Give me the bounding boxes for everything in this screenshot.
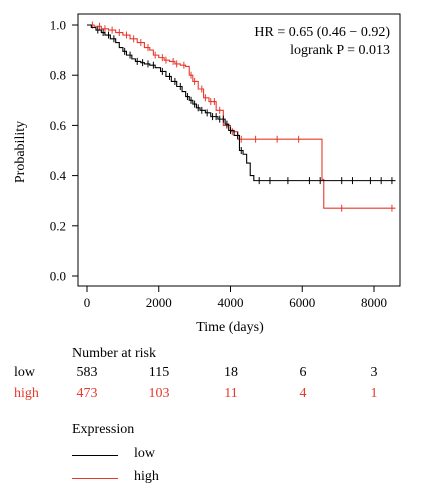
risk-cell-low-6000: 6 — [299, 365, 307, 380]
legend-item-high: high — [72, 469, 232, 487]
legend-swatch-high — [72, 478, 118, 479]
risk-cell-low-0: 583 — [76, 365, 98, 380]
y-tick-label-0: 0.0 — [50, 269, 66, 284]
risk-cell-high-4000: 11 — [224, 386, 238, 401]
y-axis: 0.0 0.2 0.4 0.6 0.8 1.0 — [50, 18, 78, 284]
risk-cell-high-8000: 1 — [370, 386, 378, 401]
risk-cell-low-2000: 115 — [148, 365, 170, 380]
risk-table-title: Number at risk — [72, 346, 156, 361]
legend-title: Expression — [72, 422, 135, 437]
plot-area-frame — [77, 13, 401, 287]
risk-row-label-low: low — [14, 365, 35, 380]
logrank-annotation: logrank P = 0.013 — [290, 43, 390, 58]
y-tick-label-1: 1.0 — [50, 18, 66, 33]
curve-layer — [87, 21, 396, 212]
x-tick-label-4000: 4000 — [218, 295, 244, 310]
survival-chart: 0 2000 4000 6000 8000 0.0 0.2 0.4 0.6 0.8 1.0 HR … — [13, 13, 401, 335]
legend: Expression low high — [0, 418, 424, 498]
x-tick-label-0: 0 — [84, 295, 91, 310]
x-axis-label: Time (days) — [196, 320, 264, 335]
hr-annotation: HR = 0.65 (0.46 − 0.92) — [254, 25, 390, 40]
survival-curve-low — [87, 24, 396, 182]
risk-cell-high-6000: 4 — [299, 386, 307, 401]
risk-cell-high-0: 473 — [76, 386, 98, 401]
risk-row-label-high: high — [14, 386, 39, 401]
x-axis: 0 2000 4000 6000 8000 — [84, 286, 387, 310]
legend-item-low: low — [72, 446, 232, 464]
y-tick-label-0.6: 0.6 — [50, 118, 67, 133]
y-axis-label: Probability — [13, 121, 28, 183]
risk-cell-low-8000: 3 — [370, 365, 378, 380]
risk-cell-high-2000: 103 — [148, 386, 170, 401]
legend-label-high: high — [134, 469, 159, 484]
x-tick-label-6000: 6000 — [289, 295, 315, 310]
legend-swatch-low — [72, 455, 118, 456]
y-tick-label-0.4: 0.4 — [50, 168, 67, 183]
risk-cell-low-4000: 18 — [224, 365, 238, 380]
number-at-risk-table: Number at risk low 583 115 18 6 3 high 4… — [0, 340, 424, 410]
y-tick-label-0.2: 0.2 — [50, 218, 66, 233]
x-tick-label-2000: 2000 — [146, 295, 172, 310]
x-tick-label-8000: 8000 — [361, 295, 387, 310]
survival-curve-high — [87, 24, 396, 209]
y-tick-label-0.8: 0.8 — [50, 68, 66, 83]
legend-label-low: low — [134, 446, 155, 461]
